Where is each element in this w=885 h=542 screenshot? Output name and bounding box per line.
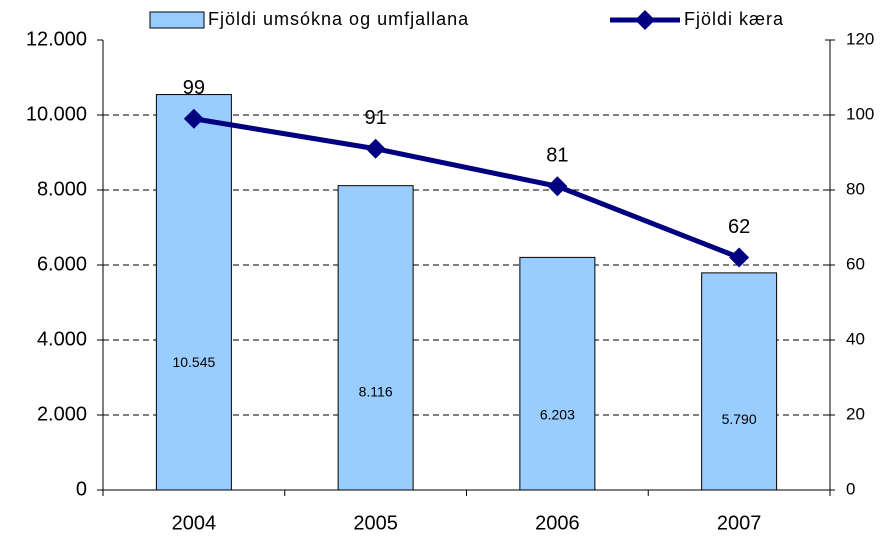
- bar: [337, 185, 414, 491]
- y2-tick-label: 60: [846, 254, 865, 273]
- bar-value-label: 8.116: [359, 383, 393, 399]
- y2-tick-label: 80: [846, 179, 865, 198]
- y2-tick-label: 120: [846, 29, 874, 48]
- y-tick-label: 10.000: [26, 103, 87, 125]
- y-tick-label: 0: [76, 478, 87, 500]
- bar: [155, 94, 232, 491]
- line-marker: [365, 138, 386, 159]
- line: [193, 116, 741, 260]
- y-tick-label: 8.000: [37, 178, 87, 200]
- bar-value-label: 10.545: [172, 354, 215, 370]
- x-tick-label: 2006: [535, 512, 580, 534]
- y-tick-label: 12.000: [26, 28, 87, 50]
- bar-value-label: 6.203: [540, 406, 575, 422]
- y2-tick-label: 20: [846, 404, 865, 423]
- line-value-label: 81: [546, 145, 568, 167]
- y2-tick-label: 0: [846, 479, 855, 498]
- y-tick-label: 2.000: [37, 403, 87, 425]
- line-marker: [183, 108, 204, 129]
- bar: [701, 272, 778, 491]
- legend-label: Fjöldi kæra: [684, 9, 784, 29]
- line-value-label: 91: [365, 107, 387, 129]
- line-marker: [547, 176, 568, 197]
- y-tick-label: 4.000: [37, 328, 87, 350]
- bar-value-label: 5.790: [722, 411, 757, 427]
- line-value-label: 99: [183, 77, 205, 99]
- y-tick-label: 6.000: [37, 253, 87, 275]
- line-marker: [729, 247, 750, 268]
- bar: [519, 256, 596, 491]
- legend-marker: [635, 10, 655, 30]
- x-tick-label: 2004: [172, 512, 217, 534]
- line-value-label: 62: [728, 216, 750, 238]
- legend-swatch: [149, 11, 205, 29]
- y2-tick-label: 100: [846, 104, 874, 123]
- x-tick-label: 2007: [717, 512, 762, 534]
- x-tick-label: 2005: [353, 512, 398, 534]
- y2-tick-label: 40: [846, 329, 865, 348]
- legend-label: Fjöldi umsókna og umfjallana: [208, 9, 469, 29]
